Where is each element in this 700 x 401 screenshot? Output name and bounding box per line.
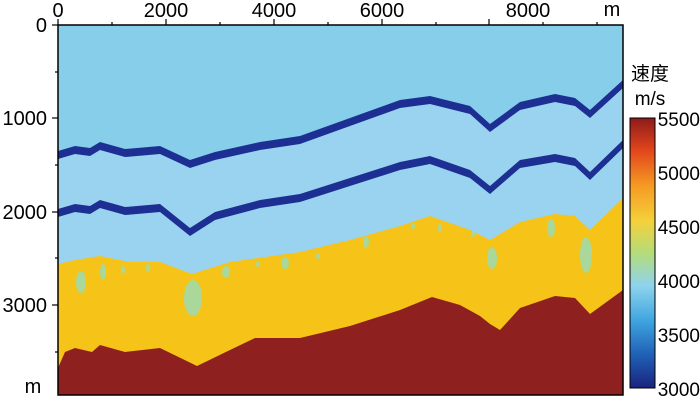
model-plot-area <box>58 25 623 395</box>
colorbar <box>629 117 656 389</box>
x-tick-label: 4000 <box>252 0 297 22</box>
y-tick-label: 3000 <box>3 295 48 317</box>
low-velocity-lenses <box>76 219 592 316</box>
colorbar-unit: m/s <box>635 89 666 110</box>
y-axis-unit: m <box>25 376 42 398</box>
x-tick-label: 6000 <box>360 0 405 22</box>
lens <box>121 266 125 274</box>
y-tick-label: 2000 <box>3 202 48 224</box>
lens <box>281 257 289 269</box>
lens <box>363 236 369 248</box>
colorbar-tick-label: 3000 <box>658 380 700 401</box>
colorbar-tick-label: 3500 <box>658 326 700 347</box>
x-tick-label: 0 <box>52 0 63 22</box>
red-velocity-layer <box>58 290 623 395</box>
colorbar-tick-label: 5000 <box>658 164 700 185</box>
lens <box>100 264 106 280</box>
lower-thin-layer <box>58 140 623 236</box>
lens <box>76 271 86 293</box>
lens <box>184 280 202 316</box>
colorbar-tick-label: 5500 <box>658 110 700 131</box>
plot-frame <box>57 24 624 396</box>
lens <box>438 224 442 232</box>
upper-thin-layer <box>58 80 623 168</box>
y-tick-label: 1000 <box>3 108 48 130</box>
lens <box>316 253 320 259</box>
colorbar-tick-label: 4500 <box>658 218 700 239</box>
x-tick-label: 8000 <box>506 0 551 22</box>
lens <box>256 261 260 267</box>
colorbar-title: 速度 <box>631 63 669 85</box>
colorbar-tick-label: 4000 <box>658 272 700 293</box>
lens <box>411 223 415 229</box>
x-axis-unit: m <box>604 0 621 21</box>
lens <box>146 264 150 272</box>
lens <box>580 237 592 273</box>
lens <box>471 231 475 237</box>
x-axis <box>57 19 598 25</box>
lens <box>487 247 497 269</box>
y-tick-label: 0 <box>36 15 47 37</box>
y-axis <box>52 24 58 353</box>
x-tick-label: 2000 <box>144 0 189 22</box>
lens <box>222 266 230 278</box>
lens <box>547 219 555 237</box>
